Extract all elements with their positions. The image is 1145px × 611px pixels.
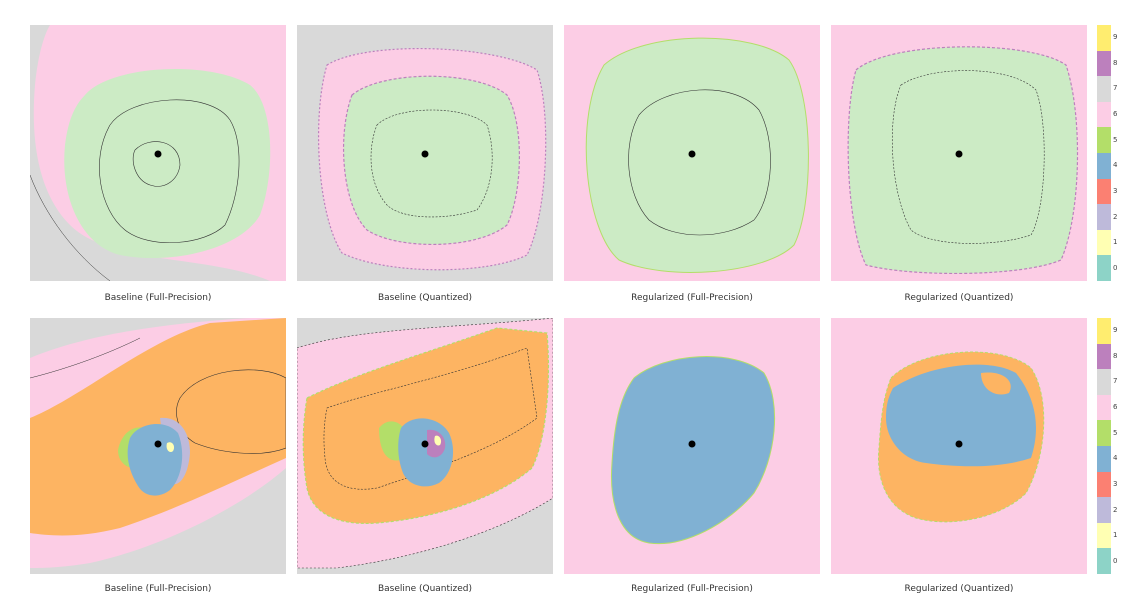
region-class-6: [847, 46, 1079, 275]
caption-r1-c1: Baseline (Full-Precision): [104, 293, 212, 303]
panel-r1-c3: [564, 25, 820, 281]
colorbar-cell-9: [1097, 318, 1111, 344]
colorbar-tick: 0: [1113, 264, 1118, 272]
decision-map-r2-c3: [564, 318, 820, 574]
colorbar-tick: 7: [1113, 84, 1118, 92]
colorbar-tick: 2: [1113, 213, 1118, 221]
colorbar-cell-2: [1097, 497, 1111, 523]
anchor-point: [955, 150, 963, 158]
colorbar-tick: 8: [1113, 352, 1118, 360]
caption-r2-c1: Baseline (Full-Precision): [104, 584, 212, 594]
caption-r2-c2: Baseline (Quantized): [377, 584, 473, 594]
colorbar-tick: 4: [1113, 161, 1118, 169]
caption-r1-c4: Regularized (Quantized): [904, 293, 1014, 303]
anchor-point: [154, 440, 162, 448]
colorbar-cell-5: [1097, 420, 1111, 446]
decision-map-r1-c1: [30, 25, 286, 281]
colorbar-tick: 0: [1113, 557, 1118, 565]
anchor-point: [688, 150, 696, 158]
caption-r1-c2: Baseline (Quantized): [377, 293, 473, 303]
contour-inner: [370, 109, 493, 218]
anchor-point: [955, 440, 963, 448]
colorbar-cell-0: [1097, 255, 1111, 281]
colorbar-r2: 9 8 7 6 5 4 3 2 1 0: [1097, 318, 1117, 574]
colorbar-cell-4: [1097, 446, 1111, 472]
colorbar-cell-6: [1097, 394, 1111, 421]
anchor-point: [688, 440, 696, 448]
region-class-4: [398, 418, 454, 487]
contour-inner: [132, 141, 181, 187]
panel-r1-c2: [297, 25, 553, 281]
panel-r1-c4: [831, 25, 1087, 281]
region-class-4: [127, 423, 183, 496]
colorbar-cell-2: [1097, 204, 1111, 230]
contour-corner: [30, 174, 111, 281]
panel-r2-c2: [297, 318, 553, 574]
anchor-point: [421, 440, 429, 448]
colorbar-cell-3: [1097, 471, 1111, 498]
colorbar-cell-1: [1097, 522, 1111, 549]
decision-map-r1-c3: [564, 25, 820, 281]
colorbar-tick: 6: [1113, 403, 1118, 411]
decision-map-r2-c4: [831, 318, 1087, 574]
colorbar-tick: 3: [1113, 187, 1118, 195]
panel-r1-c1: [30, 25, 286, 281]
colorbar-tick: 4: [1113, 454, 1118, 462]
region-class-4: [611, 356, 776, 545]
decision-map-r2-c1: [30, 318, 286, 574]
colorbar-cell-3: [1097, 178, 1111, 205]
decision-map-r1-c2: [297, 25, 553, 281]
colorbar-cell-7: [1097, 76, 1111, 102]
colorbar-tick: 1: [1113, 531, 1118, 539]
region-class-6: [585, 37, 809, 273]
colorbar-r1: 9 8 7 6 5 4 3 2 1 0: [1097, 25, 1117, 281]
caption-r2-c3: Regularized (Full-Precision): [631, 584, 753, 594]
colorbar-tick: 1: [1113, 238, 1118, 246]
caption-r2-c4: Regularized (Quantized): [904, 584, 1014, 594]
colorbar-cell-6: [1097, 101, 1111, 128]
colorbar-cell-1: [1097, 229, 1111, 256]
contour-outer: [323, 347, 538, 490]
colorbar-tick: 9: [1113, 33, 1118, 41]
colorbar-cell-7: [1097, 369, 1111, 395]
colorbar-tick: 7: [1113, 377, 1118, 385]
colorbar-tick: 6: [1113, 110, 1118, 118]
anchor-point: [421, 150, 429, 158]
region-class-6: [342, 75, 520, 246]
colorbar-cell-8: [1097, 343, 1111, 370]
colorbar-cell-5: [1097, 127, 1111, 153]
decision-map-r1-c4: [831, 25, 1087, 281]
anchor-point: [154, 150, 162, 158]
colorbar-tick: 2: [1113, 506, 1118, 514]
contour-outer: [99, 99, 240, 244]
region-class-1: [166, 442, 175, 453]
colorbar-cell-0: [1097, 548, 1111, 574]
panel-r2-c4: [831, 318, 1087, 574]
region-class-4: [886, 364, 1036, 467]
region-class-6: [64, 68, 271, 259]
colorbar-cell-4: [1097, 153, 1111, 179]
colorbar-tick: 5: [1113, 136, 1118, 144]
colorbar-cell-9: [1097, 25, 1111, 51]
panel-r2-c3: [564, 318, 820, 574]
caption-r1-c3: Regularized (Full-Precision): [631, 293, 753, 303]
contour-inner: [628, 89, 771, 236]
panel-r2-c1: [30, 318, 286, 574]
colorbar-cell-8: [1097, 50, 1111, 77]
region-class-1: [434, 435, 442, 446]
colorbar-tick: 5: [1113, 429, 1118, 437]
contour-inner: [891, 70, 1045, 244]
decision-map-r2-c2: [297, 318, 553, 574]
colorbar-tick: 9: [1113, 326, 1118, 334]
colorbar-tick: 8: [1113, 59, 1118, 67]
region-class-5-patch: [981, 372, 1011, 395]
contour-corner: [30, 337, 141, 379]
colorbar-tick: 3: [1113, 480, 1118, 488]
